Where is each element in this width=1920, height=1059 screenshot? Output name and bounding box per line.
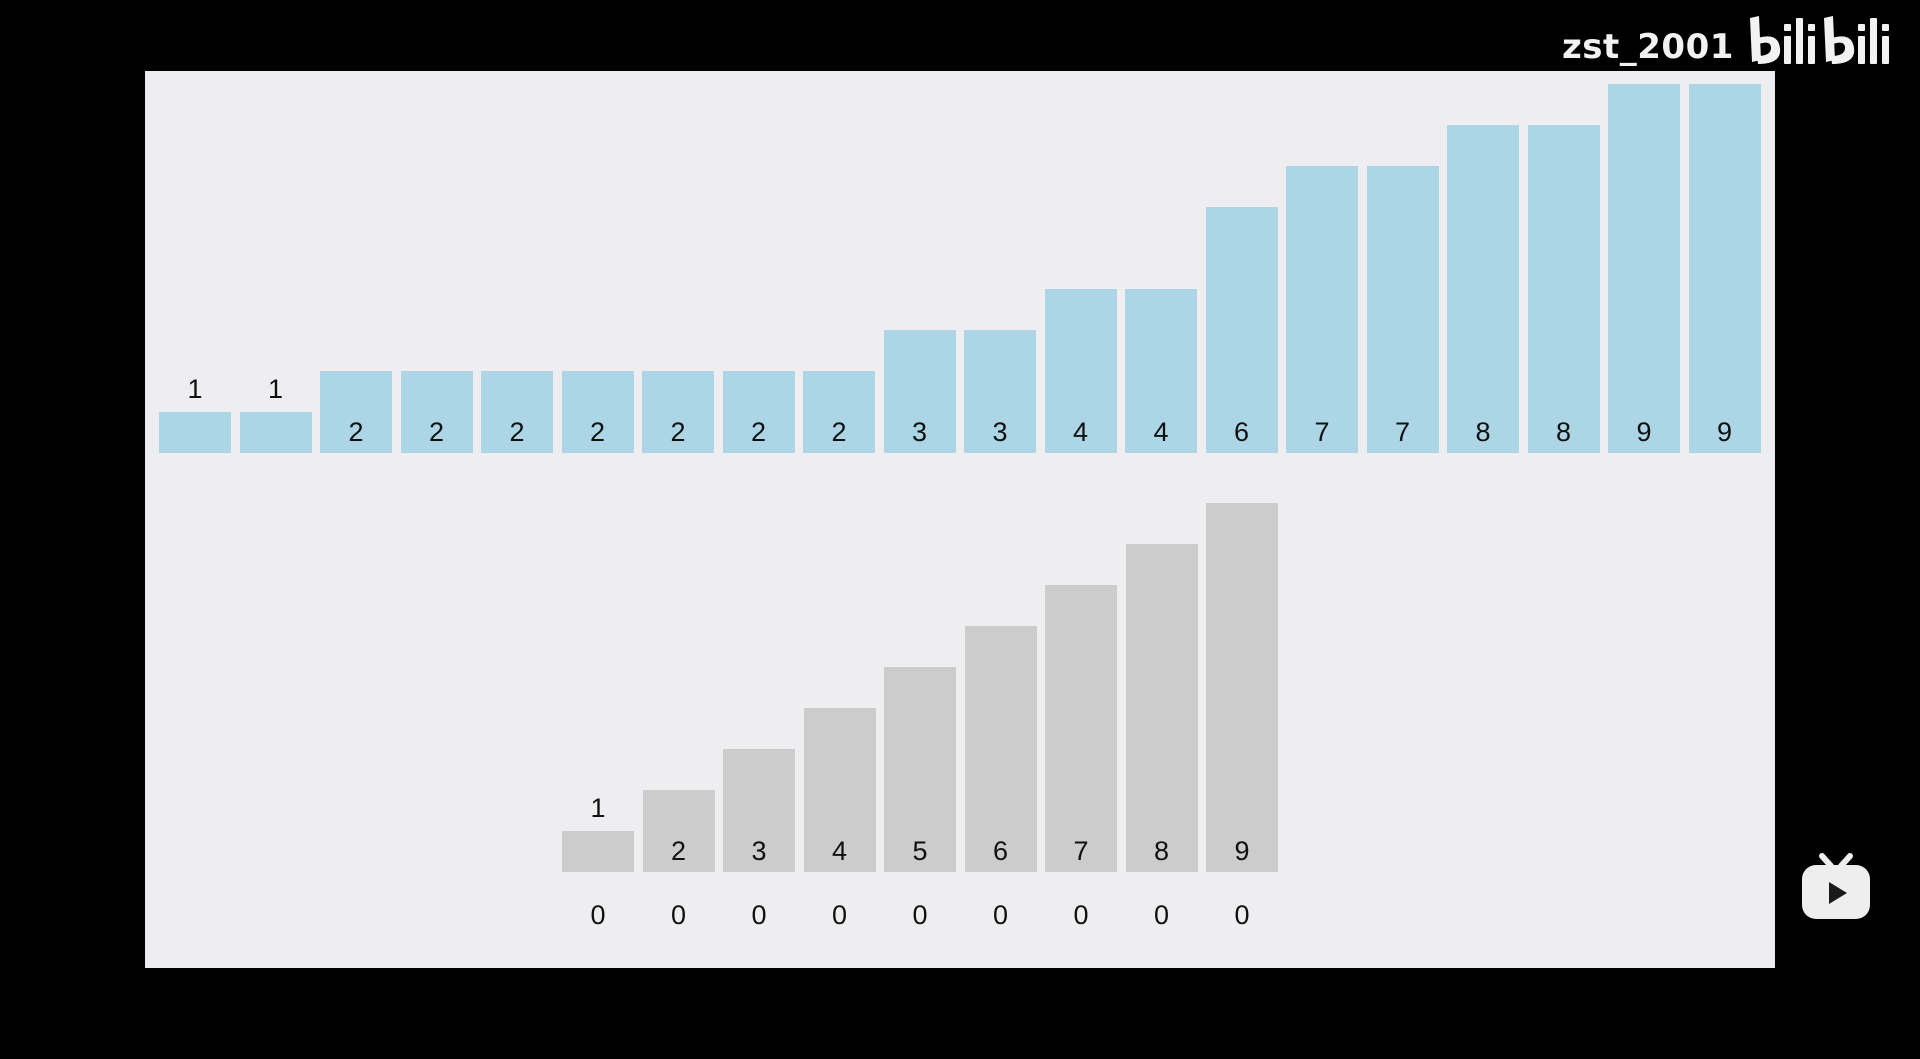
bottom-chart-bar	[1206, 503, 1278, 872]
bottom-chart-count-label: 0	[1153, 900, 1170, 930]
top-chart-bar	[1286, 166, 1358, 453]
top-chart-bar-value-label: 3	[992, 417, 1008, 447]
top-chart-bar	[320, 371, 392, 453]
bottom-chart-bar-value-label: 5	[912, 836, 928, 866]
bottom-chart-bar	[642, 790, 715, 872]
top-chart-bar	[1527, 125, 1600, 453]
bottom-chart-bar-value-label: 1	[590, 793, 606, 823]
bottom-chart-bar	[803, 708, 876, 872]
top-chart-bar-value-label: 2	[428, 417, 445, 447]
watermark-username: zst_2001	[1562, 27, 1734, 67]
bottom-chart-bar	[562, 831, 634, 872]
top-chart-bar	[964, 330, 1036, 453]
bottom-chart-count-label: 0	[912, 900, 928, 930]
top-chart-bar-value-label: 9	[1636, 417, 1652, 447]
top-chart-bar-value-label: 2	[670, 417, 686, 447]
top-chart-bar	[1366, 166, 1439, 453]
top-chart-bar-value-label: 2	[831, 417, 847, 447]
top-chart-bar	[481, 371, 553, 453]
bottom-chart-bar-value-label: 4	[831, 836, 848, 866]
bottom-chart-count-label: 0	[1234, 900, 1250, 930]
top-chart-bar-value-label: 2	[750, 417, 767, 447]
top-chart-bar-value-label: 6	[1233, 417, 1250, 447]
bottom-chart-bar-value-label: 9	[1234, 836, 1250, 866]
bottom-chart-count-label: 0	[670, 900, 687, 930]
bottom-chart-bar	[723, 749, 795, 872]
bottom-chart-count-label: 0	[1073, 900, 1089, 930]
top-chart-bar	[561, 371, 634, 453]
bottom-chart-bar-value-label: 8	[1153, 836, 1170, 866]
top-chart-bar	[1044, 289, 1117, 453]
bottom-chart-bar	[1045, 585, 1117, 872]
top-chart-bar-value-label: 1	[267, 374, 284, 404]
top-chart-bar-value-label: 4	[1072, 417, 1089, 447]
bilibili-tv-play-icon[interactable]	[1800, 850, 1872, 922]
bilibili-logo-icon	[1749, 16, 1889, 64]
bottom-chart-count-label: 0	[590, 900, 606, 930]
top-chart-bar-value-label: 7	[1314, 417, 1330, 447]
top-chart-bar	[1447, 125, 1519, 453]
bottom-chart-bar	[964, 626, 1037, 872]
top-chart-bar	[642, 371, 714, 453]
top-chart-bar	[1608, 84, 1680, 453]
top-chart-bar-value-label: 2	[589, 417, 606, 447]
top-chart-bar-value-label: 2	[348, 417, 364, 447]
top-chart-bar	[1125, 289, 1197, 453]
top-chart-bar-value-label: 8	[1555, 417, 1572, 447]
top-chart-bar-value-label: 1	[187, 374, 203, 404]
top-chart-bar-value-label: 3	[911, 417, 928, 447]
top-chart-bar-value-label: 7	[1394, 417, 1411, 447]
bottom-chart-count-label: 0	[751, 900, 767, 930]
top-chart-bar-value-label: 9	[1716, 417, 1733, 447]
top-chart-bar	[722, 371, 795, 453]
visualization-canvas: 1 1 2 2 2 2 2 2 2 3 3 4 4 6 7 7 8 8 9 9 1 0 2 0 3 0 4 0 5 0 6 0 7 0 8 0 9 0	[145, 71, 1775, 968]
top-chart-bar	[239, 412, 312, 453]
bottom-chart-count-label: 0	[992, 900, 1009, 930]
top-chart-bar	[1205, 207, 1278, 453]
top-chart-bar-value-label: 8	[1475, 417, 1491, 447]
bottom-chart-bar-value-label: 2	[670, 836, 687, 866]
bottom-chart-bar-value-label: 3	[751, 836, 767, 866]
bottom-chart-bar	[1125, 544, 1198, 872]
bottom-chart-bar-value-label: 7	[1073, 836, 1089, 866]
top-chart-bar	[400, 371, 473, 453]
channel-watermark: zst_2001	[1562, 12, 1896, 82]
top-chart-bar	[159, 412, 231, 453]
bottom-chart-count-label: 0	[831, 900, 848, 930]
top-chart-bar	[803, 371, 875, 453]
bottom-chart-bar-value-label: 6	[992, 836, 1009, 866]
top-chart-bar-value-label: 2	[509, 417, 525, 447]
top-chart-bar-value-label: 4	[1153, 417, 1169, 447]
top-chart-bar	[1688, 84, 1761, 453]
top-chart-bar	[883, 330, 956, 453]
bottom-chart-bar	[884, 667, 956, 872]
